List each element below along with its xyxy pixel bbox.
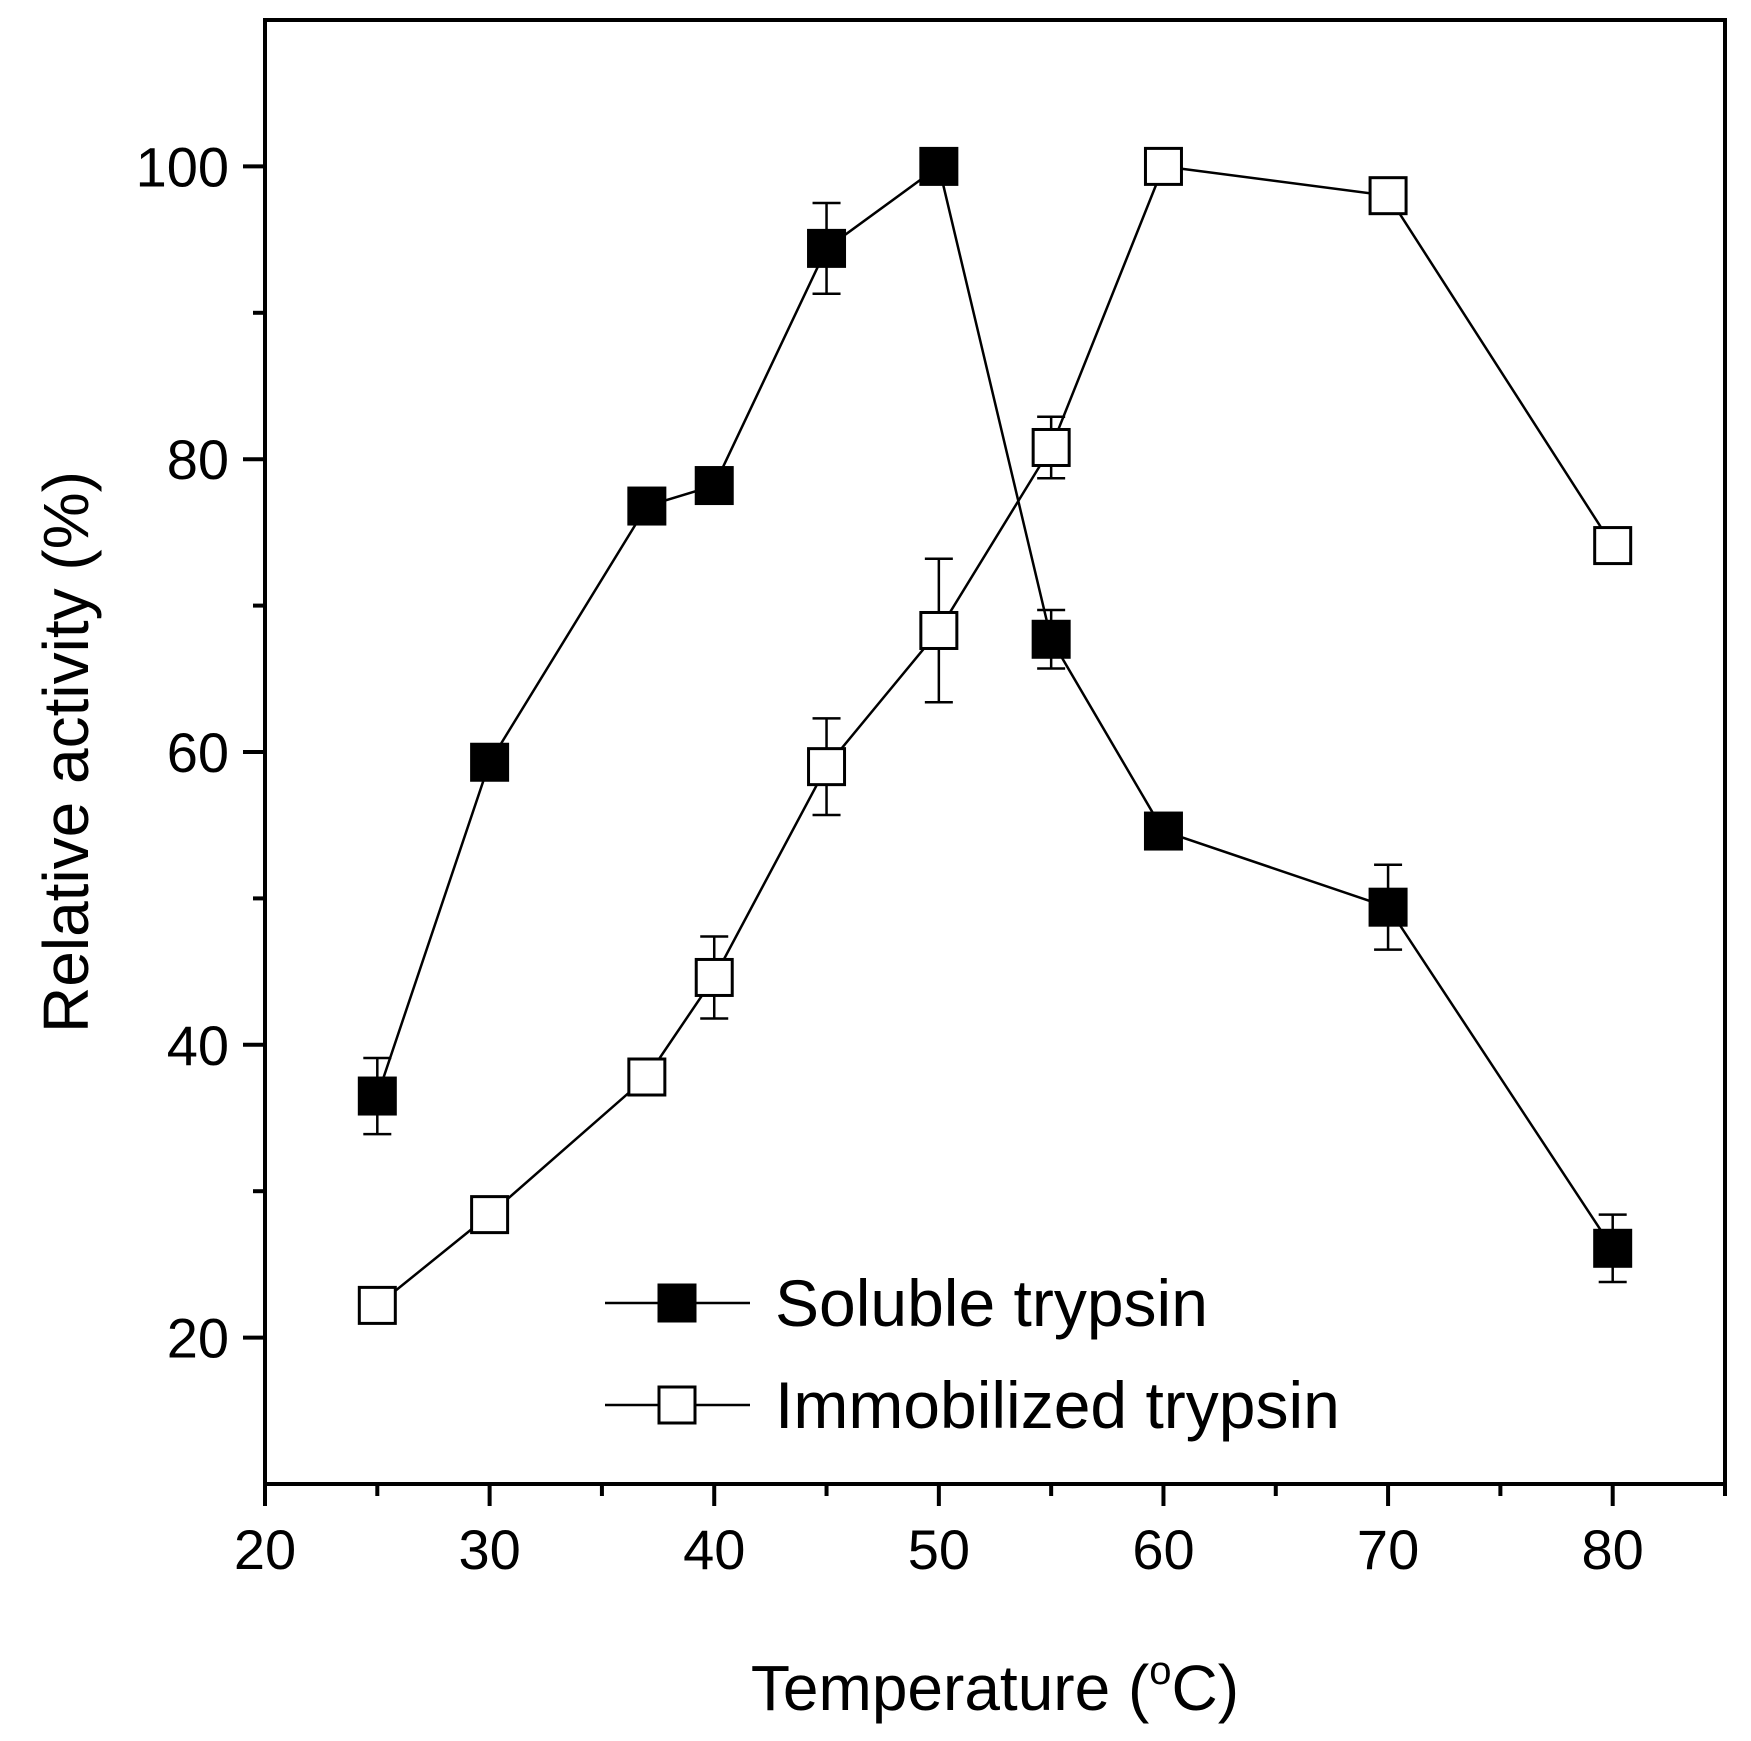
series-soluble-trypsin bbox=[357, 146, 1633, 1284]
data-point bbox=[1031, 427, 1071, 467]
data-point bbox=[1368, 176, 1408, 216]
data-point bbox=[1143, 146, 1183, 186]
x-tick-label: 40 bbox=[683, 1518, 745, 1581]
x-axis-title-sup: o bbox=[1149, 1649, 1171, 1693]
data-point bbox=[807, 747, 847, 787]
y-tick-label: 80 bbox=[167, 428, 229, 491]
x-tick-label: 20 bbox=[234, 1518, 296, 1581]
x-tick-label: 30 bbox=[458, 1518, 520, 1581]
data-point bbox=[357, 1076, 397, 1116]
series-line bbox=[376, 165, 1614, 1307]
y-tick-label: 60 bbox=[167, 721, 229, 784]
data-point bbox=[627, 486, 667, 526]
x-axis-ticks: 20 30 40 50 60 70 80 bbox=[234, 1484, 1727, 1581]
data-point bbox=[807, 228, 847, 268]
x-tick-label: 80 bbox=[1582, 1518, 1644, 1581]
y-axis-title: Relative activity (%) bbox=[30, 471, 102, 1033]
legend-marker-immobilized bbox=[657, 1385, 697, 1425]
x-axis-title-tail: C) bbox=[1172, 1652, 1240, 1724]
data-point bbox=[1368, 887, 1408, 927]
data-point bbox=[919, 610, 959, 650]
x-tick-label: 70 bbox=[1357, 1518, 1419, 1581]
data-point bbox=[357, 1285, 397, 1325]
legend-label-immobilized: Immobilized trypsin bbox=[775, 1368, 1340, 1442]
data-point bbox=[694, 957, 734, 997]
y-tick-label: 20 bbox=[167, 1307, 229, 1370]
x-axis-title-main: Temperature ( bbox=[751, 1652, 1149, 1724]
legend-marker-soluble bbox=[657, 1283, 697, 1323]
legend: Soluble trypsin Immobilized trypsin bbox=[605, 1266, 1340, 1442]
y-tick-label: 40 bbox=[167, 1014, 229, 1077]
data-point bbox=[919, 146, 959, 186]
legend-label-soluble: Soluble trypsin bbox=[775, 1266, 1208, 1340]
x-axis-title: Temperature (oC) bbox=[751, 1649, 1239, 1724]
data-point bbox=[470, 1195, 510, 1235]
x-tick-label: 50 bbox=[908, 1518, 970, 1581]
data-point bbox=[1593, 1228, 1633, 1268]
data-point bbox=[1031, 619, 1071, 659]
y-axis-ticks: 20 40 60 80 100 bbox=[136, 135, 265, 1370]
series-immobilized-trypsin bbox=[357, 146, 1633, 1325]
y-tick-label: 100 bbox=[136, 135, 229, 198]
series-line bbox=[376, 164, 1614, 1249]
data-point bbox=[1593, 526, 1633, 566]
data-point bbox=[470, 742, 510, 782]
x-tick-label: 60 bbox=[1132, 1518, 1194, 1581]
data-point bbox=[1143, 811, 1183, 851]
series-layer bbox=[357, 146, 1633, 1325]
data-point bbox=[694, 466, 734, 506]
data-point bbox=[627, 1057, 667, 1097]
